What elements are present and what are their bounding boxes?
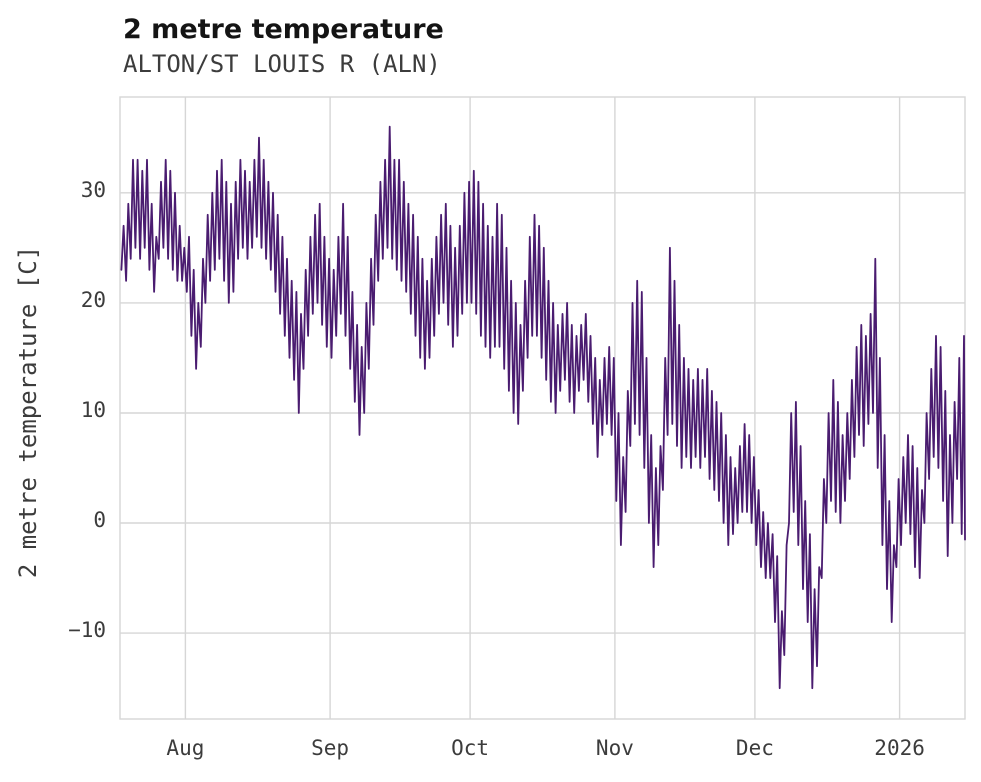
y-tick-label: 0 xyxy=(93,508,106,532)
x-tick-label: 2026 xyxy=(874,736,925,760)
x-tick-label: Aug xyxy=(166,736,205,760)
y-tick-label: 30 xyxy=(80,177,106,202)
x-tick-label: Nov xyxy=(595,736,634,760)
x-tick-label: Sep xyxy=(311,736,350,760)
chart-title: 2 metre temperature xyxy=(123,14,444,45)
x-tick-label: Oct xyxy=(451,736,490,760)
temperature-line xyxy=(120,125,966,690)
y-tick-label: 20 xyxy=(80,287,106,312)
x-tick-label: Dec xyxy=(735,736,774,760)
y-tick-label: −10 xyxy=(68,618,106,643)
y-tick-label: 10 xyxy=(80,398,106,422)
chart-subtitle: ALTON/ST LOUIS R (ALN) xyxy=(123,50,441,78)
